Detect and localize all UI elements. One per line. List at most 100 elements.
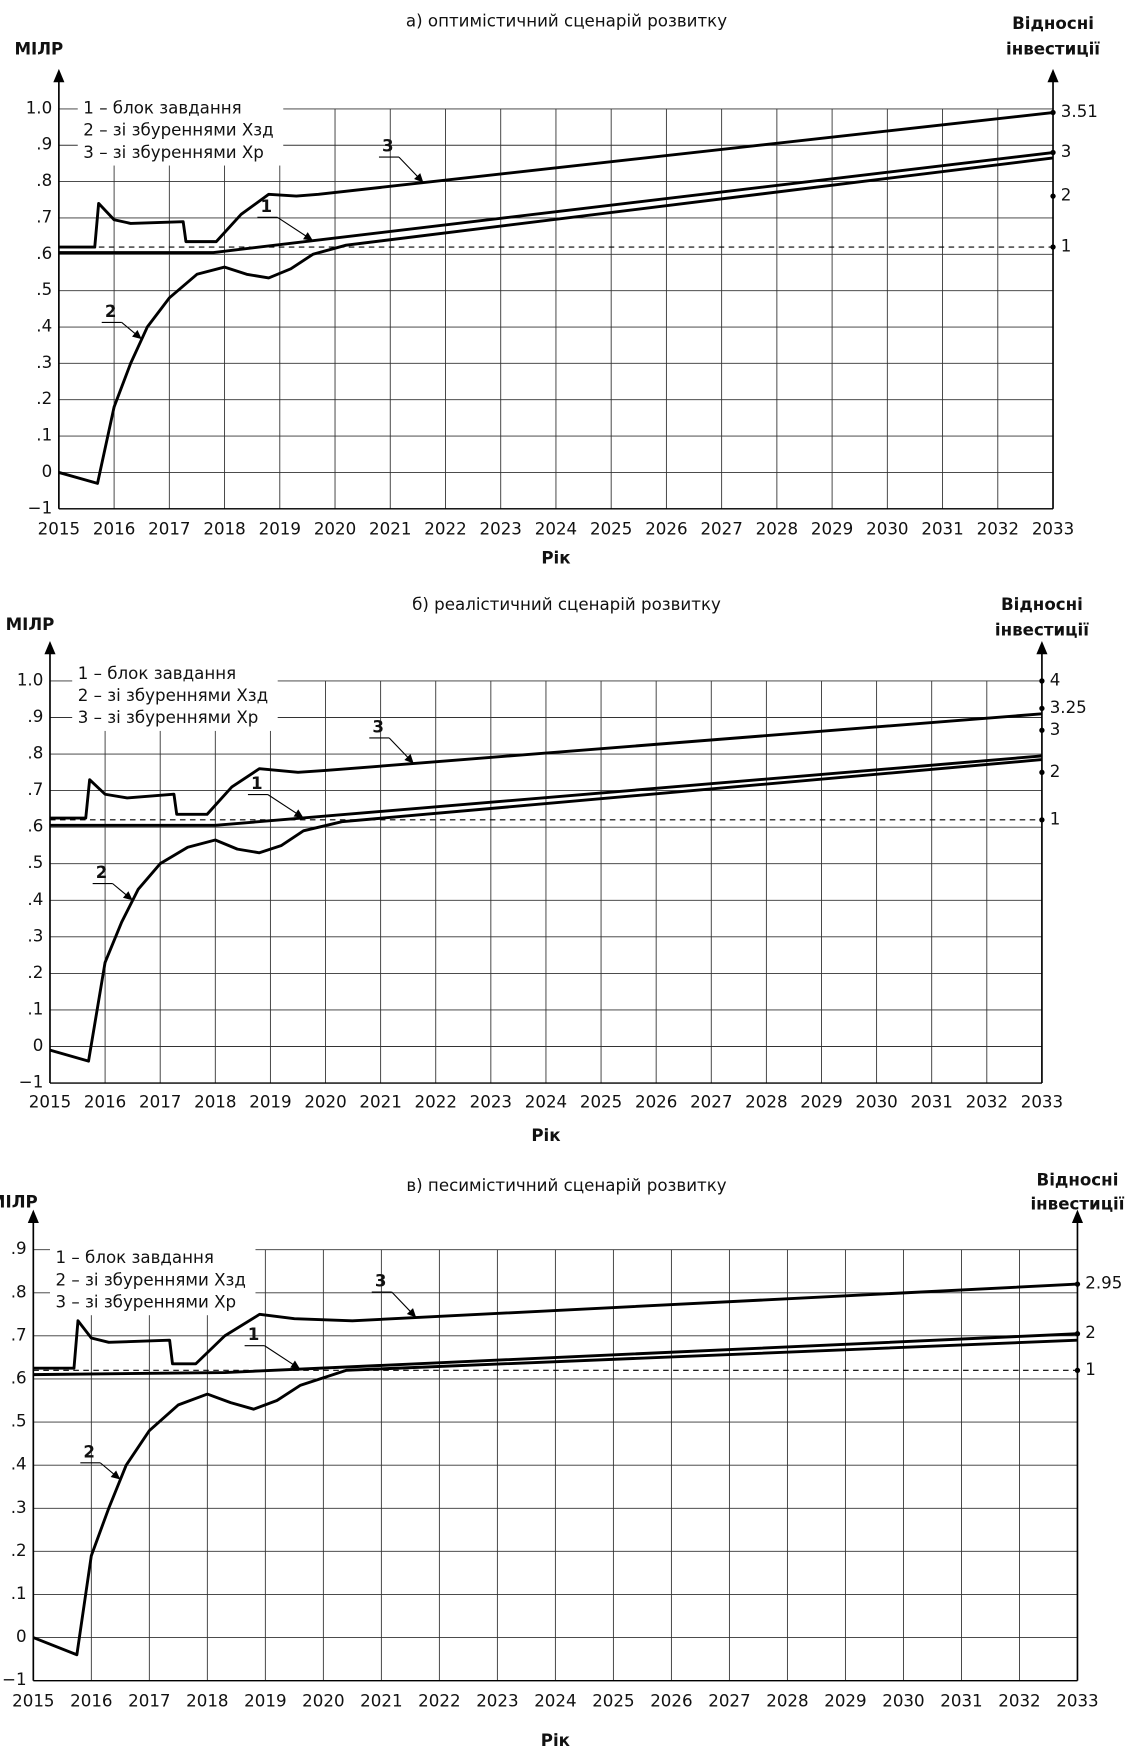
y-tick-label: .7 — [11, 1325, 27, 1344]
right-label-dot — [1050, 244, 1056, 250]
x-tick-label: 2024 — [534, 1691, 576, 1710]
y-tick-label: .1 — [11, 1584, 27, 1603]
x-tick-label: 2019 — [249, 1093, 291, 1112]
x-tick-label: 2016 — [70, 1691, 112, 1710]
legend-entry: 1 – блок завдання — [83, 98, 241, 117]
y-tick-label: .4 — [27, 890, 43, 909]
x-tick-label: 2033 — [1056, 1691, 1098, 1710]
x-tick-label: 2028 — [745, 1093, 787, 1112]
curve-label-arrow — [406, 1308, 417, 1318]
x-tick-label: 2019 — [244, 1691, 286, 1710]
x-tick-label: 2025 — [592, 1691, 634, 1710]
curve-label: 3 — [375, 1272, 387, 1291]
x-tick-label: 2015 — [29, 1093, 71, 1112]
x-tick-label: 2030 — [855, 1093, 897, 1112]
x-tick-label: 2025 — [580, 1093, 622, 1112]
curve-label: 3 — [382, 137, 394, 156]
x-tick-label: 2029 — [811, 519, 853, 538]
x-tick-label: 2018 — [186, 1691, 228, 1710]
x-tick-label: 2016 — [93, 519, 135, 538]
curve-label: 1 — [260, 197, 272, 216]
x-tick-label: 2029 — [800, 1093, 842, 1112]
x-axis-label: Рік — [541, 1731, 571, 1750]
right-label-dot — [1039, 678, 1045, 684]
legend-box — [72, 662, 278, 731]
legend-entry: 2 – зі збуреннями Хзд — [83, 121, 273, 140]
x-tick-label: 2033 — [1032, 519, 1074, 538]
y-tick-label: 0 — [33, 1036, 44, 1055]
curve-label-arrow — [110, 1470, 121, 1480]
x-tick-label: 2026 — [645, 519, 687, 538]
axis-arrow — [1036, 640, 1048, 655]
right-label: 4 — [1050, 670, 1061, 689]
right-label-dot — [1074, 1281, 1081, 1287]
series-line — [58, 156, 1054, 485]
legend-entry: 1 – блок завдання — [56, 1248, 214, 1267]
right-label: 3.51 — [1061, 102, 1098, 121]
series-line — [58, 151, 1054, 254]
x-tick-label: 2031 — [940, 1691, 982, 1710]
right-label-dot — [1074, 1331, 1081, 1337]
legend-entry: 2 – зі збуреннями Хзд — [78, 686, 268, 705]
curve-label: 3 — [372, 717, 384, 736]
curve-label-arrow — [414, 173, 424, 183]
right-label-dot — [1039, 727, 1045, 733]
x-tick-label: 2021 — [360, 1691, 402, 1710]
series-line — [49, 758, 1043, 1063]
axis-arrow — [1071, 1209, 1084, 1224]
right-label-dot — [1050, 149, 1056, 156]
curve-label-arrow — [293, 809, 304, 818]
curve-label: 1 — [251, 774, 263, 793]
axis-arrow — [27, 1209, 39, 1224]
x-tick-label: 2032 — [977, 519, 1019, 538]
right-label: 2 — [1085, 1323, 1096, 1342]
y-tick-label: 0 — [16, 1627, 27, 1646]
curve-label: 2 — [83, 1442, 95, 1461]
right-label: 2.95 — [1085, 1274, 1122, 1293]
right-label-dot — [1039, 705, 1045, 712]
x-tick-label: 2033 — [1021, 1093, 1063, 1112]
x-tick-label: 2022 — [424, 519, 466, 538]
line-chart: в) песимістичний сценарій розвитку МІЛР Ві… — [0, 1170, 1125, 1750]
x-tick-label: 2021 — [369, 519, 411, 538]
x-tick-label: 2017 — [128, 1691, 170, 1710]
y-tick-label: −1 — [28, 498, 53, 517]
curve-label-arrow — [132, 330, 142, 340]
y-axis-label: МІЛР — [14, 40, 63, 59]
y-tick-label: .5 — [11, 1412, 27, 1431]
y-tick-label: .9 — [27, 707, 43, 726]
y2-axis-label: Відносні — [1001, 595, 1083, 614]
series-line — [33, 1282, 1078, 1370]
x-tick-label: 2020 — [314, 519, 356, 538]
line-chart: а) оптимістичний сценарій розвитку МІЛР Ві… — [14, 12, 1100, 568]
x-tick-label: 2015 — [38, 519, 80, 538]
x-tick-label: 2031 — [911, 1093, 953, 1112]
x-tick-label: 2017 — [148, 519, 190, 538]
curve-label-arrow — [404, 754, 414, 764]
legend-box — [49, 1246, 256, 1316]
series-line — [49, 712, 1043, 820]
x-tick-label: 2016 — [84, 1093, 126, 1112]
x-tick-label: 2024 — [535, 519, 577, 538]
y-tick-label: 1.0 — [17, 670, 44, 689]
y-tick-label: −1 — [19, 1073, 44, 1092]
legend-entry: 3 – зі збуреннями Хр — [78, 708, 259, 727]
x-tick-label: 2031 — [921, 519, 963, 538]
y2-axis-label: інвестиції — [1006, 40, 1100, 59]
x-tick-label: 2018 — [203, 519, 245, 538]
curve-label: 2 — [96, 863, 108, 882]
x-tick-label: 2026 — [650, 1691, 692, 1710]
right-label: 3 — [1050, 720, 1061, 739]
legend-box — [77, 96, 284, 166]
y-tick-label: .6 — [36, 244, 52, 263]
y-tick-label: −1 — [2, 1670, 27, 1689]
x-tick-label: 2027 — [708, 1691, 750, 1710]
x-tick-label: 2015 — [12, 1691, 54, 1710]
y-tick-label: .9 — [36, 135, 52, 154]
right-label-dot — [1074, 1367, 1081, 1374]
x-tick-label: 2027 — [700, 519, 742, 538]
y-axis-label: МІЛР — [6, 615, 55, 634]
y-tick-label: .2 — [27, 963, 43, 982]
x-tick-label: 2026 — [635, 1093, 677, 1112]
